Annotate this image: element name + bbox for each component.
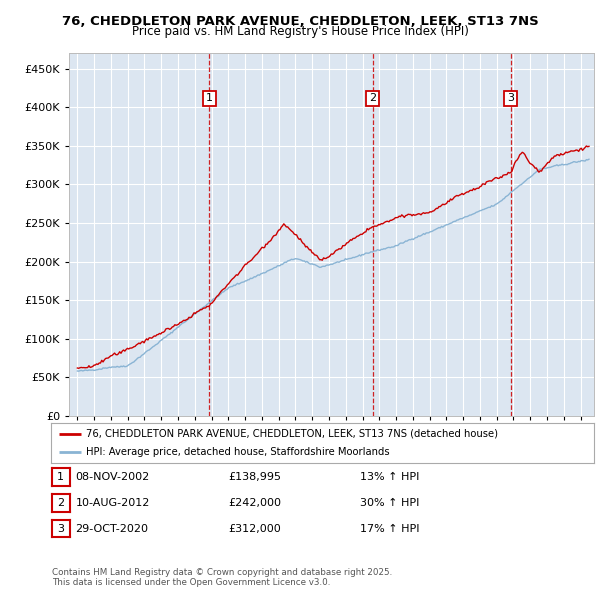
Text: HPI: Average price, detached house, Staffordshire Moorlands: HPI: Average price, detached house, Staf… <box>86 447 390 457</box>
Text: 13% ↑ HPI: 13% ↑ HPI <box>360 472 419 481</box>
Text: Price paid vs. HM Land Registry's House Price Index (HPI): Price paid vs. HM Land Registry's House … <box>131 25 469 38</box>
Text: 1: 1 <box>206 93 213 103</box>
Text: £242,000: £242,000 <box>228 498 281 507</box>
Text: £138,995: £138,995 <box>228 472 281 481</box>
Text: 2: 2 <box>369 93 376 103</box>
Text: 3: 3 <box>507 93 514 103</box>
Text: Contains HM Land Registry data © Crown copyright and database right 2025.
This d: Contains HM Land Registry data © Crown c… <box>52 568 392 587</box>
Text: 17% ↑ HPI: 17% ↑ HPI <box>360 524 419 533</box>
Text: 76, CHEDDLETON PARK AVENUE, CHEDDLETON, LEEK, ST13 7NS: 76, CHEDDLETON PARK AVENUE, CHEDDLETON, … <box>62 15 538 28</box>
Text: 1: 1 <box>57 472 64 481</box>
Text: 30% ↑ HPI: 30% ↑ HPI <box>360 498 419 507</box>
Text: 29-OCT-2020: 29-OCT-2020 <box>76 524 149 533</box>
Text: £312,000: £312,000 <box>228 524 281 533</box>
Text: 08-NOV-2002: 08-NOV-2002 <box>76 472 150 481</box>
Text: 10-AUG-2012: 10-AUG-2012 <box>76 498 150 507</box>
Text: 2: 2 <box>57 498 64 507</box>
Text: 76, CHEDDLETON PARK AVENUE, CHEDDLETON, LEEK, ST13 7NS (detached house): 76, CHEDDLETON PARK AVENUE, CHEDDLETON, … <box>86 429 498 439</box>
Text: 3: 3 <box>57 524 64 533</box>
